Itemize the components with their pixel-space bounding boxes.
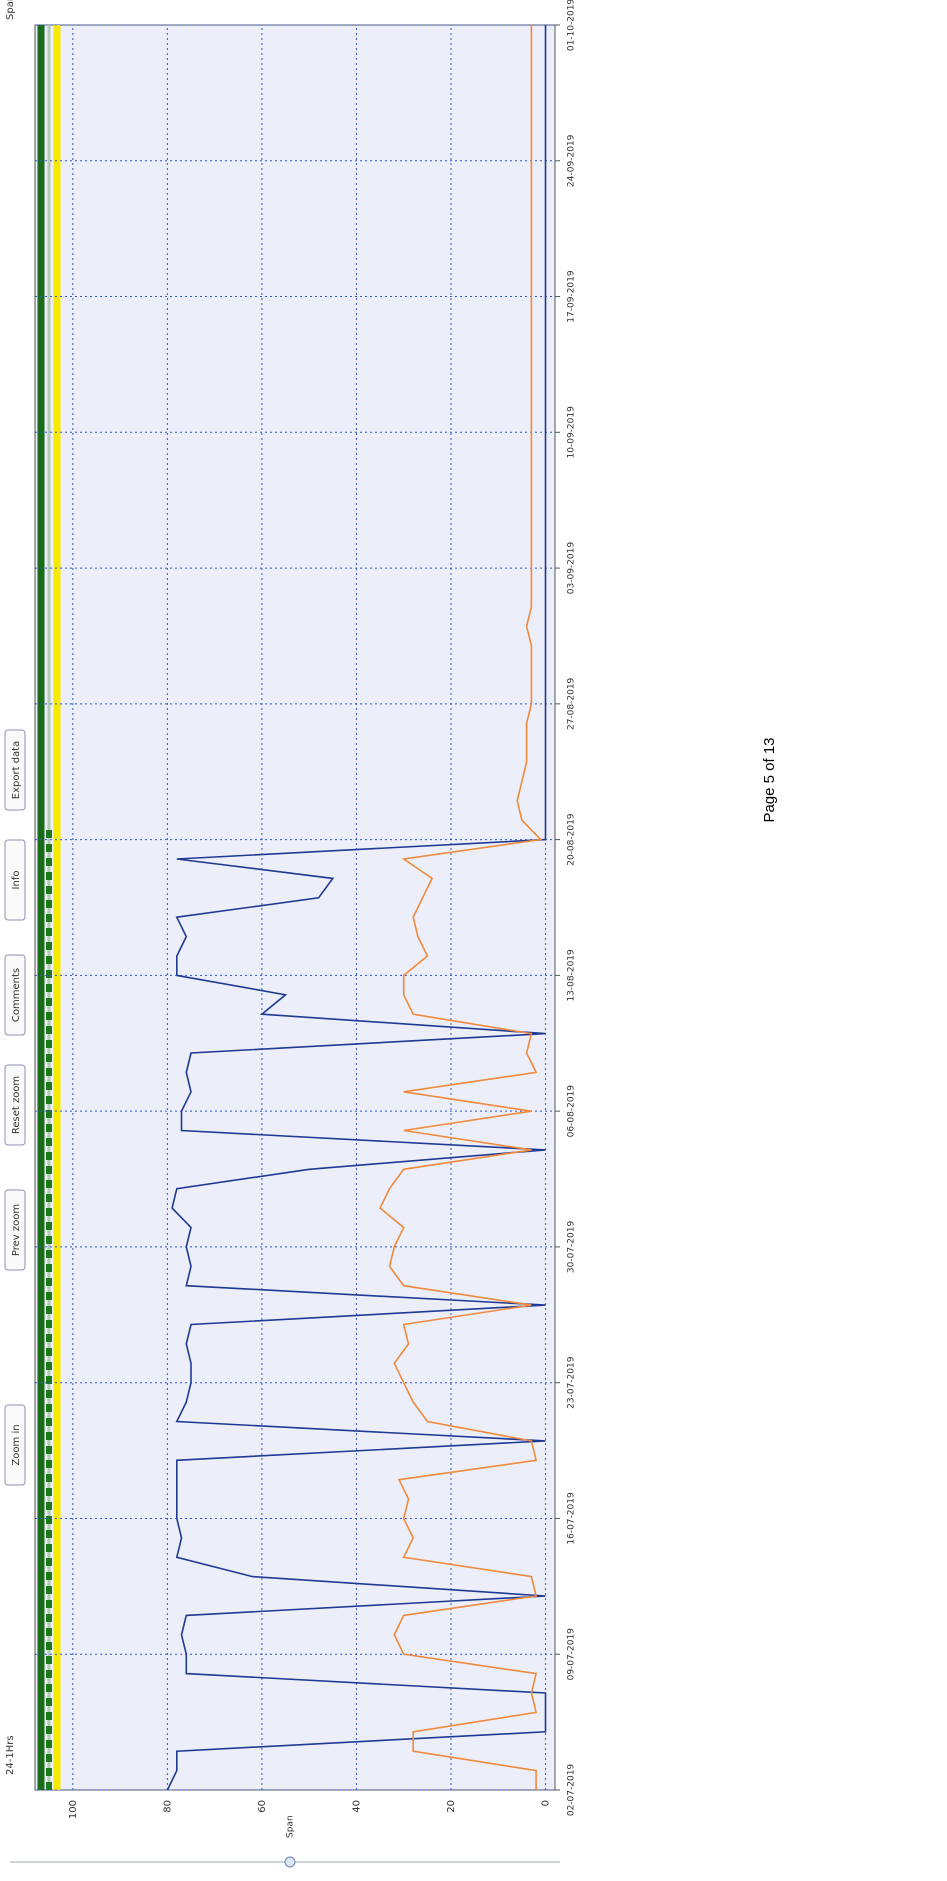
y-tick-label: 60 [257, 1800, 268, 1813]
button-frame[interactable] [4, 954, 26, 1036]
slider-label: Span [286, 1815, 296, 1838]
button-label[interactable]: Export data [11, 741, 22, 799]
x-tick-label: 17-09-2019 [567, 270, 577, 323]
x-tick-label: 24-09-2019 [567, 134, 577, 187]
span-label: Span [5, 0, 16, 20]
button-frame[interactable] [4, 839, 26, 921]
x-tick-label: 30-07-2019 [567, 1221, 577, 1274]
x-tick-label: 01-10-2019 [567, 0, 577, 51]
button-label[interactable]: Prev zoom [11, 1204, 22, 1256]
toolbar-button[interactable]: Info [4, 839, 26, 921]
toolbar-button[interactable]: Prev zoom [4, 1189, 26, 1271]
range-label: 24-1Hrs [5, 1735, 16, 1775]
button-label[interactable]: Info [11, 871, 22, 890]
x-tick-label: 10-09-2019 [567, 406, 577, 459]
button-label[interactable]: Zoom in [11, 1424, 22, 1465]
y-tick-label: 80 [162, 1800, 173, 1813]
button-frame[interactable] [4, 1189, 26, 1271]
toolbar-button[interactable]: Reset zoom [4, 1064, 26, 1146]
button-label[interactable]: Reset zoom [11, 1076, 22, 1134]
y-tick-label: 20 [446, 1800, 457, 1813]
slider-thumb[interactable] [284, 1856, 296, 1868]
x-tick-label: 13-08-2019 [567, 949, 577, 1002]
button-label[interactable]: Comments [11, 968, 22, 1022]
series-line [166, 25, 547, 1791]
toolbar-button[interactable]: Comments [4, 954, 26, 1036]
plot-area [34, 24, 556, 1791]
x-tick-label: 02-07-2019 [567, 1764, 577, 1817]
toolbar-button[interactable]: Zoom in [4, 1404, 26, 1486]
y-tick-label: 100 [68, 1800, 79, 1819]
chart-frame: Span 24-1Hrs Zoom in Prev zoom Reset zoom C… [4, 0, 577, 1819]
y-tick-label: 0 [541, 1800, 552, 1806]
x-tick-label: 23-07-2019 [567, 1356, 577, 1409]
button-frame[interactable] [4, 1064, 26, 1146]
x-tick-label: 09-07-2019 [567, 1628, 577, 1681]
series-line [379, 25, 543, 1790]
x-tick-label: 27-08-2019 [567, 677, 577, 730]
toolbar-button[interactable]: Export data [4, 729, 26, 811]
button-frame[interactable] [4, 729, 26, 811]
x-tick-label: 16-07-2019 [567, 1492, 577, 1545]
x-tick-label: 06-08-2019 [567, 1085, 577, 1138]
x-tick-label: 03-09-2019 [567, 542, 577, 595]
y-tick-label: 40 [351, 1800, 362, 1813]
page-number: Page 5 of 13 [761, 737, 778, 822]
x-tick-label: 20-08-2019 [567, 813, 577, 866]
button-frame[interactable] [4, 1404, 26, 1486]
